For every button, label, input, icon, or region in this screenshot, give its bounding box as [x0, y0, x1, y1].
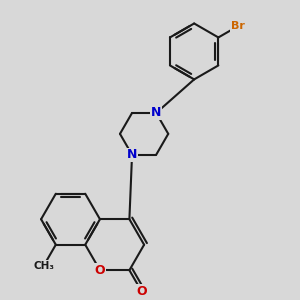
Text: O: O — [94, 264, 105, 277]
Text: Br: Br — [231, 21, 244, 32]
Text: N: N — [127, 148, 137, 161]
Text: N: N — [151, 106, 161, 119]
Text: O: O — [136, 285, 147, 298]
Text: CH₃: CH₃ — [33, 261, 54, 271]
